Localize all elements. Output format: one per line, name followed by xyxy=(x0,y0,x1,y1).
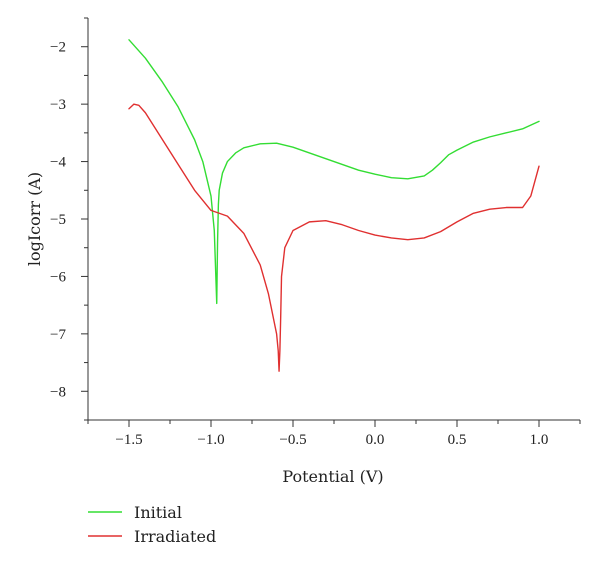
y-tick-label: −8 xyxy=(50,384,66,400)
y-tick-label: −4 xyxy=(50,155,66,171)
legend-label-irradiated: Irradiated xyxy=(134,527,216,546)
y-tick-label: −6 xyxy=(50,269,66,285)
x-tick-label: −0.5 xyxy=(279,432,306,448)
x-tick-label: −1.5 xyxy=(115,432,142,448)
y-axis-title: logIcorr (A) xyxy=(25,172,44,266)
y-tick-label: −7 xyxy=(50,327,66,343)
series-line-initial xyxy=(128,39,540,305)
x-tick-label: 0.0 xyxy=(366,432,385,448)
series-line-irradiated xyxy=(128,103,540,372)
x-tick-label: −1.0 xyxy=(197,432,224,448)
legend-label-initial: Initial xyxy=(134,503,182,522)
y-tick-label: −5 xyxy=(50,212,66,228)
series-lines xyxy=(128,39,540,372)
ticks: −1.5 −1.0 −0.5 0.0 0.5 1.0 −8 −7 −6 −5 −4 −3 −2 xyxy=(50,17,581,448)
x-tick-label: 1.0 xyxy=(530,432,549,448)
x-tick-label: 0.5 xyxy=(448,432,467,448)
y-tick-label: −2 xyxy=(50,40,66,56)
legend: Initial Irradiated xyxy=(88,503,216,546)
x-axis-title: Potential (V) xyxy=(282,467,383,486)
y-tick-label: −3 xyxy=(50,97,66,113)
